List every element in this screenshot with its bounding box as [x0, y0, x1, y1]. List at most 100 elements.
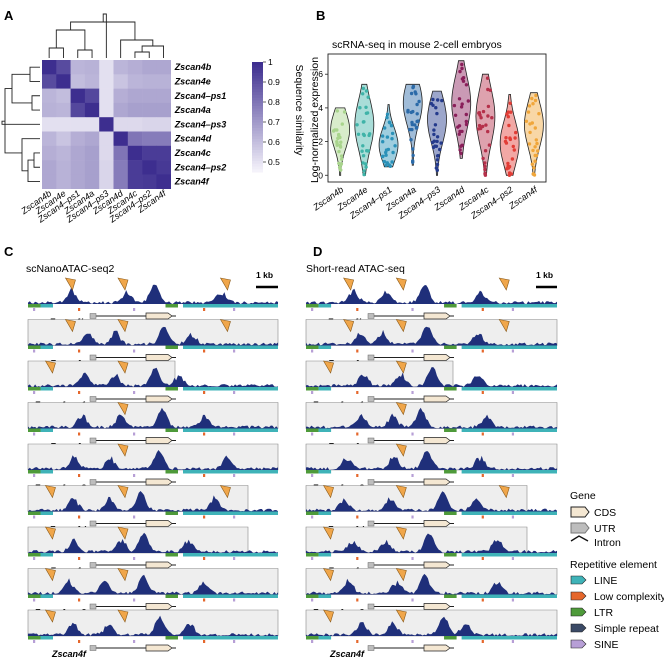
- repeat-element: [356, 515, 359, 519]
- cds-block: [145, 603, 173, 610]
- violin-point: [383, 126, 387, 130]
- colorbar-step: [252, 128, 263, 132]
- cds-block: [423, 354, 451, 361]
- arrowhead-marker: [395, 319, 407, 333]
- violin-point: [537, 112, 541, 116]
- heatmap-cell: [113, 174, 129, 189]
- arrowhead-marker: [117, 319, 129, 333]
- heatmap-cell: [127, 131, 143, 147]
- repeat-element: [511, 432, 515, 436]
- repeat-element: [33, 557, 36, 560]
- dendrogram-branch: [4, 88, 22, 154]
- repeat-element: [318, 428, 332, 432]
- utr-block: [367, 437, 375, 444]
- repeat-element: [481, 640, 484, 643]
- violin-point: [340, 157, 344, 161]
- violin-point: [363, 162, 368, 166]
- repeat-element: [356, 391, 359, 394]
- repeat-element: [133, 474, 136, 477]
- violin-point: [508, 101, 512, 106]
- repeat-element: [311, 474, 314, 477]
- repeat-element: [28, 304, 41, 308]
- repeat-element: [183, 345, 278, 349]
- cds-block: [145, 354, 173, 361]
- heatmap-cell: [56, 74, 71, 89]
- violin-point: [464, 83, 469, 87]
- colorbar-step: [252, 92, 263, 96]
- colorbar-step: [252, 103, 263, 107]
- violin-point: [365, 111, 370, 115]
- heatmap-cell: [42, 74, 57, 89]
- repeat-element: [165, 636, 178, 640]
- colorbar-step: [252, 70, 263, 74]
- repeat-element: [356, 598, 359, 602]
- violin-point: [408, 127, 412, 132]
- heatmap-cell: [70, 117, 86, 132]
- colorbar-step: [252, 150, 263, 154]
- scale-bar-d: 1 kb: [536, 270, 557, 289]
- colorbar-tick-label: 0.7: [268, 117, 280, 127]
- heatmap-cell: [156, 74, 171, 89]
- legend-line: LINE: [594, 575, 617, 587]
- violin-point: [410, 122, 414, 127]
- heatmap-row-label: Zscan4c: [174, 148, 211, 158]
- heatmap-row-label: Zscan4a: [174, 105, 211, 115]
- violin-point: [504, 141, 509, 145]
- violin-point: [411, 160, 415, 164]
- heatmap-cell: [127, 117, 143, 132]
- heatmap-cell: [142, 88, 157, 104]
- colorbar-step: [252, 95, 263, 99]
- repeat-element: [306, 387, 319, 391]
- atac-coverage: [306, 367, 557, 387]
- repeat-element: [40, 304, 53, 308]
- panel-label-b: B: [316, 8, 325, 23]
- repeat-element: [411, 474, 414, 477]
- violin-point: [342, 110, 347, 114]
- violin-point: [508, 137, 513, 142]
- repeat-element: [203, 640, 206, 643]
- violin-point: [381, 140, 385, 144]
- repeat-element: [481, 474, 484, 477]
- colorbar-step: [252, 62, 263, 66]
- violin-point: [483, 167, 487, 172]
- violin-point: [483, 164, 487, 168]
- heatmap-cell: [127, 60, 143, 75]
- arrowhead-marker: [322, 568, 334, 582]
- heatmap-cell: [56, 60, 71, 75]
- violin-point: [457, 132, 461, 136]
- heatmap-cell: [70, 174, 86, 189]
- violin-point: [432, 132, 436, 137]
- repeat-element: [481, 308, 484, 311]
- atac-coverage: [28, 407, 278, 429]
- atac-coverage: [28, 367, 278, 387]
- arrowhead-marker: [117, 568, 129, 582]
- colorbar-step: [252, 152, 263, 156]
- heatmap-cell: [99, 117, 114, 132]
- repeat-element: [511, 349, 515, 353]
- repeat-element: [311, 308, 314, 311]
- repeat-element: [33, 640, 36, 643]
- heatmap-cell: [56, 174, 71, 189]
- repeat-element: [28, 553, 41, 557]
- cds-swatch: [570, 506, 590, 518]
- colorbar-label: Sequence similarity: [293, 64, 305, 156]
- violin-point: [431, 97, 435, 102]
- violin-point: [452, 103, 457, 108]
- repeat-element: [33, 349, 36, 353]
- atac-coverage: [306, 326, 557, 346]
- heatmap-cell: [99, 131, 114, 147]
- utr-block: [367, 313, 375, 319]
- violin-point: [533, 145, 537, 149]
- violin-point: [384, 163, 388, 167]
- repeat-element: [203, 598, 206, 602]
- utr-block: [367, 354, 375, 361]
- repeat-element: [411, 598, 414, 602]
- utr-swatch: [570, 522, 590, 534]
- violin-point: [415, 112, 419, 116]
- repeat-element: [165, 304, 178, 308]
- repeat-element: [33, 515, 36, 519]
- heatmap-cell: [42, 102, 57, 118]
- repeat-element: [318, 511, 332, 515]
- heatmap-cell: [70, 102, 86, 118]
- colorbar-tick-label: 0.6: [268, 137, 280, 147]
